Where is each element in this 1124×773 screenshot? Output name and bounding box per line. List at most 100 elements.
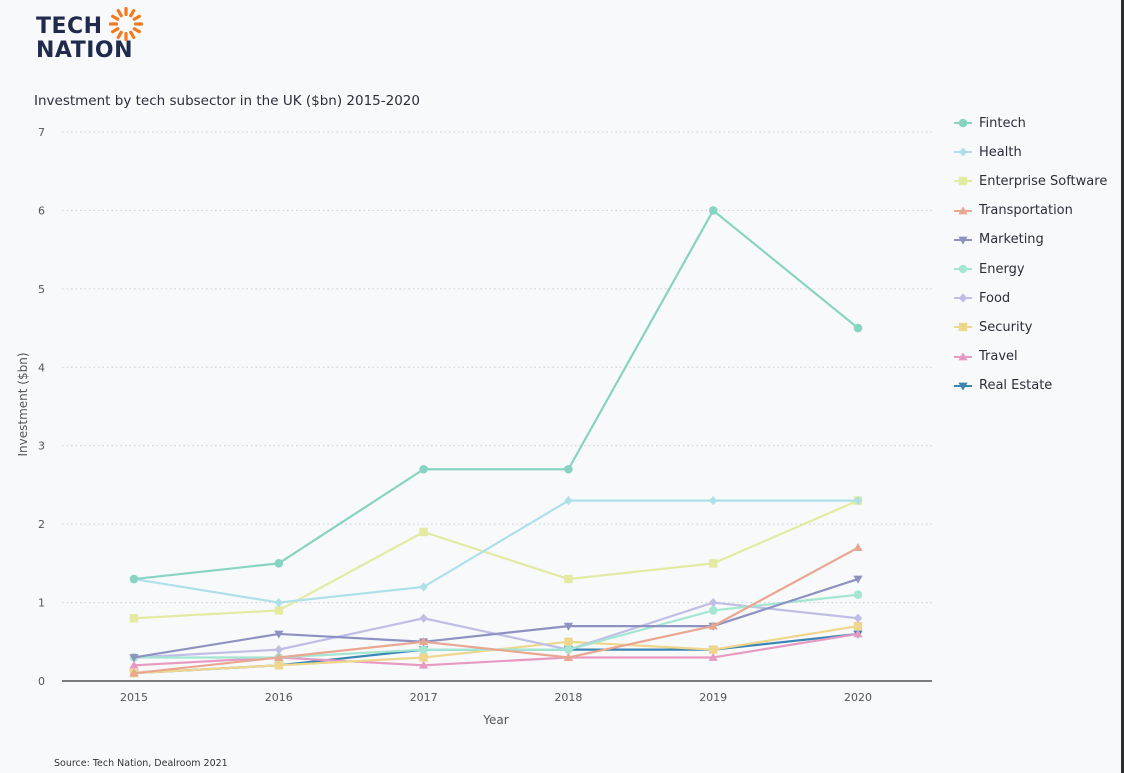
data-point-fintech-2016 (274, 559, 284, 568)
data-point-energy-2018 (564, 645, 573, 654)
series-line-marketing (133, 577, 859, 659)
legend-marker-shape-health (958, 147, 968, 157)
legend-label-transportation: Transportation (979, 203, 1073, 219)
x-tick-label-2018: 2018 (554, 691, 582, 704)
data-point-transportation-2020 (853, 543, 863, 552)
legend-marker-shape-fintech (958, 118, 968, 128)
legend-marker-shape-food (958, 293, 968, 303)
series-line-enterprise-software (133, 499, 859, 620)
series-line-fintech (133, 209, 859, 581)
y-tick-label-3: 3 (38, 440, 45, 453)
legend-marker-energy-icon (954, 264, 972, 274)
legend-label-real-estate: Real Estate (979, 378, 1053, 394)
data-point-enterprise-software-2019 (709, 559, 718, 568)
window-right-edge (1121, 0, 1124, 773)
legend-item-food[interactable]: Food (953, 289, 1123, 307)
y-tick-label-7: 7 (38, 126, 45, 139)
legend-marker-food-icon (954, 293, 972, 303)
data-point-transportation-2015 (129, 668, 139, 677)
legend-item-energy[interactable]: Energy (953, 260, 1123, 278)
source-note: Source: Tech Nation, Dealroom 2021 (54, 758, 228, 769)
y-tick-label-1: 1 (38, 597, 45, 610)
data-point-security-2016 (274, 661, 283, 670)
legend-item-travel[interactable]: Travel (953, 348, 1123, 366)
legend-item-fintech[interactable]: Fintech (953, 114, 1123, 132)
data-point-security-2018 (564, 637, 573, 646)
legend-item-enterprise-software[interactable]: Enterprise Software (953, 172, 1123, 190)
tech-nation-logo: TECH NATION (36, 6, 156, 66)
data-point-health-2019 (709, 495, 718, 506)
legend-marker-fintech-icon (954, 118, 972, 128)
data-point-health-2017 (419, 582, 428, 592)
series-line-transportation (133, 546, 859, 675)
legend-item-security[interactable]: Security (953, 318, 1123, 336)
data-point-health-2016 (274, 597, 283, 608)
logo-line-2: NATION (36, 38, 134, 63)
legend-marker-shape-transportation (958, 205, 968, 214)
legend-label-travel: Travel (979, 349, 1018, 365)
data-point-food-2016 (274, 645, 283, 655)
legend-label-fintech: Fintech (979, 115, 1026, 131)
x-tick-label-2017: 2017 (410, 691, 438, 704)
legend-marker-shape-travel (958, 351, 968, 360)
series-line-energy (134, 593, 859, 659)
legend-marker-travel-icon (954, 351, 972, 360)
legend-label-security: Security (979, 319, 1033, 335)
legend-marker-shape-real-estate (958, 382, 968, 391)
legend-marker-real-estate-icon (954, 382, 972, 391)
legend-item-health[interactable]: Health (953, 143, 1123, 161)
data-point-enterprise-software-2018 (564, 574, 573, 584)
data-point-transportation-2018 (563, 652, 574, 661)
data-point-food-2017 (419, 613, 428, 623)
data-point-travel-2019 (708, 652, 718, 661)
chart-title: Investment by tech subsector in the UK (… (34, 93, 420, 109)
y-tick-label-2: 2 (38, 518, 45, 531)
x-tick-label-2019: 2019 (699, 691, 727, 704)
data-point-marketing-2015 (129, 654, 139, 663)
data-point-marketing-2016 (274, 630, 284, 639)
y-tick-label-6: 6 (38, 204, 45, 217)
data-point-enterprise-software-2015 (129, 614, 139, 623)
legend-marker-shape-energy (958, 264, 968, 274)
data-point-enterprise-software-2017 (419, 527, 428, 537)
data-point-food-2020 (853, 613, 863, 623)
data-point-fintech-2020 (853, 323, 863, 333)
data-point-energy-2017 (419, 645, 428, 654)
legend-marker-transportation-icon (954, 205, 972, 214)
data-point-fintech-2019 (708, 206, 718, 215)
data-point-security-2019 (709, 645, 718, 654)
data-point-health-2020 (853, 495, 863, 506)
legend-label-marketing: Marketing (979, 232, 1044, 248)
x-tick-label-2020: 2020 (844, 691, 872, 704)
data-point-travel-2017 (418, 660, 429, 669)
data-point-energy-2019 (708, 606, 718, 615)
y-tick-label-5: 5 (38, 283, 45, 296)
data-point-transportation-2019 (708, 621, 718, 630)
x-tick-label-2016: 2016 (265, 691, 293, 704)
legend-item-marketing[interactable]: Marketing (953, 231, 1123, 249)
data-point-transportation-2017 (418, 637, 429, 646)
y-axis-title: Investment ($bn) (16, 352, 30, 456)
legend-label-health: Health (979, 144, 1022, 160)
x-axis-title: Year (482, 713, 508, 727)
sun-burst-icon (109, 7, 143, 41)
data-point-marketing-2018 (563, 622, 574, 631)
y-tick-label-4: 4 (38, 361, 45, 374)
legend-item-real-estate[interactable]: Real Estate (953, 377, 1123, 395)
legend-marker-shape-marketing (958, 236, 968, 245)
legend-label-enterprise-software: Enterprise Software (979, 173, 1108, 189)
legend-marker-shape-enterprise-software (958, 177, 968, 186)
x-tick-label-2015: 2015 (120, 691, 148, 704)
data-point-travel-2015 (129, 660, 139, 669)
legend-marker-security-icon (954, 323, 972, 332)
legend-marker-health-icon (954, 147, 972, 157)
data-point-fintech-2018 (564, 464, 573, 474)
logo-line-1: TECH (36, 14, 103, 39)
data-point-marketing-2020 (853, 575, 863, 584)
legend-item-transportation[interactable]: Transportation (953, 202, 1123, 220)
data-point-fintech-2015 (129, 574, 139, 584)
data-point-health-2018 (564, 495, 573, 506)
data-point-enterprise-software-2016 (274, 606, 283, 615)
legend-marker-shape-security (958, 323, 968, 332)
